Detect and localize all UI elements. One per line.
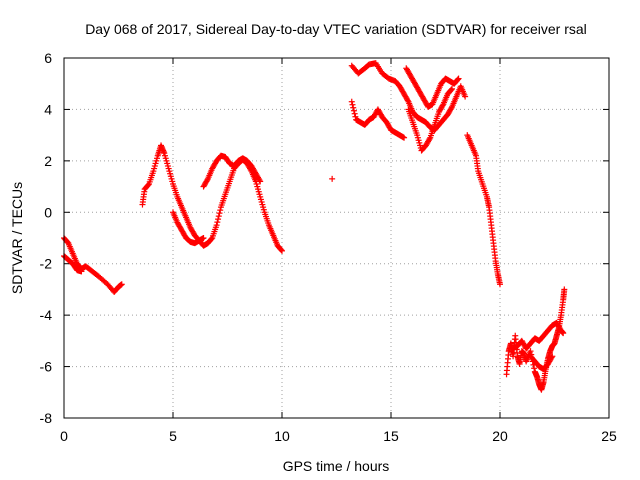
data-point [257, 178, 264, 185]
data-point [449, 85, 456, 92]
data-point [527, 348, 534, 355]
data-point [448, 86, 455, 93]
data-point [279, 247, 285, 254]
data-point [454, 76, 461, 83]
data-point [217, 207, 224, 214]
x-tick-label: 15 [383, 428, 399, 444]
x-tick-label: 10 [274, 428, 290, 444]
data-point [329, 175, 336, 182]
data-point [200, 235, 207, 241]
x-tick-label: 5 [169, 428, 177, 444]
data-point [256, 177, 263, 184]
data-point [215, 216, 222, 223]
data-point [531, 365, 538, 372]
data-point [462, 93, 469, 100]
x-tick-label: 25 [601, 428, 617, 444]
data-point [426, 136, 433, 142]
y-tick-label: 0 [44, 204, 52, 220]
y-tick-label: -8 [40, 410, 53, 426]
data-point [350, 104, 357, 111]
x-tick-label: 20 [492, 428, 508, 444]
chart-title: Day 068 of 2017, Sidereal Day-to-day VTE… [85, 21, 587, 37]
y-tick-label: -2 [40, 256, 53, 272]
y-tick-label: 4 [44, 101, 52, 117]
y-axis-label: SDTVAR / TECUs [9, 182, 25, 294]
y-tick-label: 6 [44, 50, 52, 66]
data-points [61, 60, 568, 393]
data-point [560, 330, 567, 337]
x-tick-label: 0 [60, 428, 68, 444]
x-axis-label: GPS time / hours [283, 458, 390, 474]
data-point [455, 75, 462, 82]
data-point [215, 213, 222, 220]
data-point [549, 353, 556, 360]
data-point [118, 281, 125, 288]
data-point [216, 210, 223, 217]
y-tick-label: -4 [40, 307, 53, 323]
y-tick-label: -6 [40, 359, 53, 375]
data-point [561, 286, 568, 293]
data-point [351, 110, 358, 117]
grid [64, 58, 609, 418]
data-point [401, 134, 408, 141]
data-point [548, 354, 555, 361]
data-point [214, 219, 221, 226]
data-point [278, 247, 285, 253]
data-point [497, 281, 503, 288]
plot-frame [63, 57, 610, 419]
y-tick-label: 2 [44, 153, 52, 169]
data-point [352, 113, 359, 120]
data-point [348, 98, 355, 105]
data-point [350, 107, 357, 114]
data-point [349, 101, 356, 108]
data-point [213, 222, 220, 229]
data-point [78, 268, 85, 275]
